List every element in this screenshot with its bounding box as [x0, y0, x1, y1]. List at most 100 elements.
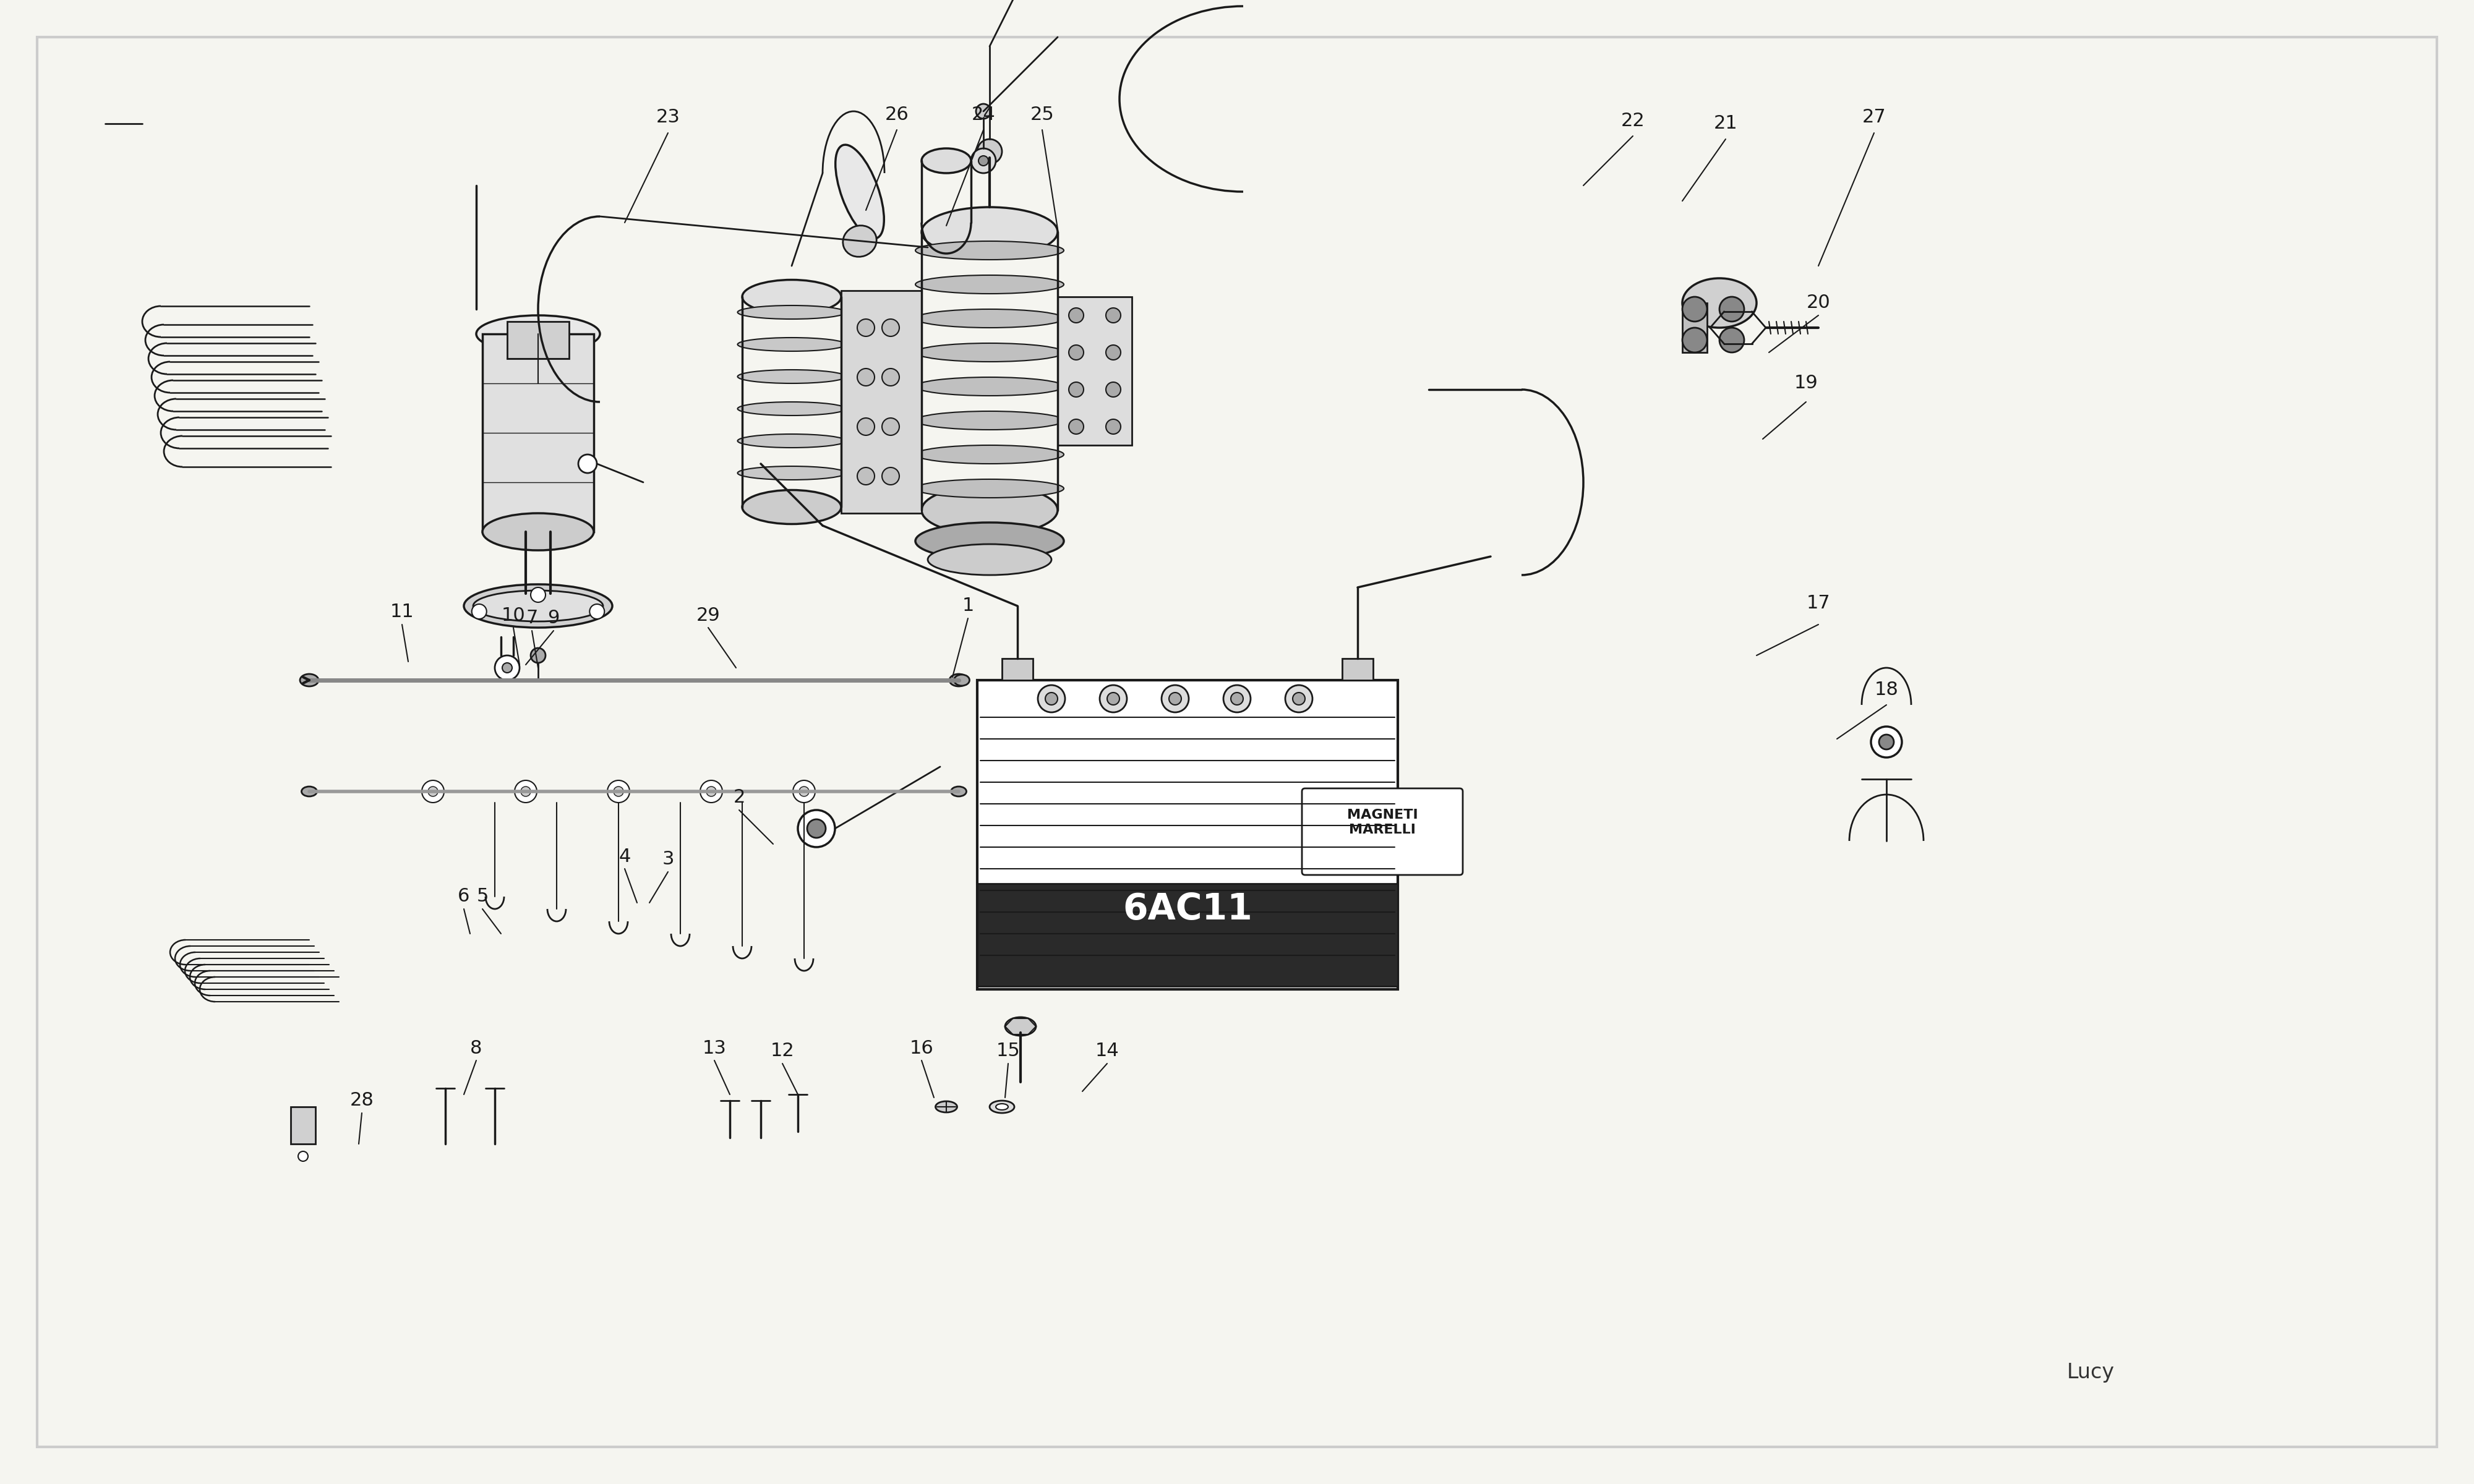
Ellipse shape [990, 1101, 1014, 1113]
Circle shape [807, 819, 826, 838]
Circle shape [515, 781, 537, 803]
Text: 9: 9 [547, 610, 559, 628]
Ellipse shape [737, 306, 846, 319]
Circle shape [473, 604, 487, 619]
Circle shape [579, 454, 596, 473]
Bar [841, 291, 920, 513]
Circle shape [799, 787, 809, 797]
Ellipse shape [299, 674, 319, 686]
Circle shape [1291, 693, 1306, 705]
Circle shape [1870, 727, 1903, 757]
Ellipse shape [1682, 279, 1757, 328]
Circle shape [421, 781, 445, 803]
Ellipse shape [915, 411, 1064, 430]
Circle shape [975, 104, 990, 119]
Circle shape [1106, 344, 1121, 359]
Circle shape [589, 604, 604, 619]
Text: 18: 18 [1875, 681, 1898, 699]
Ellipse shape [482, 513, 594, 551]
Circle shape [708, 787, 717, 797]
Bar [977, 680, 1398, 990]
Ellipse shape [950, 787, 967, 797]
Bar [1002, 659, 1034, 680]
Circle shape [858, 319, 876, 337]
Circle shape [970, 148, 995, 174]
Ellipse shape [928, 545, 1051, 574]
Circle shape [1039, 686, 1064, 712]
Text: 27: 27 [1863, 108, 1885, 126]
Circle shape [858, 467, 876, 485]
Circle shape [1069, 418, 1084, 433]
Ellipse shape [915, 377, 1064, 396]
Ellipse shape [742, 490, 841, 524]
Circle shape [700, 781, 722, 803]
Circle shape [1682, 328, 1707, 352]
Bar [482, 334, 594, 531]
Ellipse shape [737, 433, 846, 448]
Circle shape [1069, 344, 1084, 359]
Bar [1059, 297, 1133, 445]
Circle shape [529, 649, 544, 663]
Text: 6: 6 [458, 887, 470, 905]
Text: MAGNETI
MARELLI: MAGNETI MARELLI [1346, 809, 1418, 835]
Ellipse shape [920, 485, 1059, 534]
Text: 24: 24 [972, 105, 995, 123]
Bar [1341, 659, 1373, 680]
Text: 13: 13 [703, 1039, 727, 1057]
Text: 28: 28 [349, 1092, 374, 1110]
Circle shape [1106, 307, 1121, 322]
Circle shape [881, 319, 901, 337]
Circle shape [1170, 693, 1183, 705]
Ellipse shape [1004, 1017, 1037, 1036]
Text: 8: 8 [470, 1039, 482, 1057]
Ellipse shape [920, 148, 970, 174]
Circle shape [980, 156, 990, 166]
Circle shape [858, 368, 876, 386]
Circle shape [614, 787, 623, 797]
Bar [977, 883, 1398, 987]
Circle shape [520, 787, 529, 797]
Circle shape [1719, 328, 1744, 352]
Circle shape [1163, 686, 1188, 712]
Ellipse shape [915, 309, 1064, 328]
Text: 16: 16 [910, 1039, 933, 1057]
Text: 17: 17 [1806, 594, 1831, 611]
Text: 14: 14 [1096, 1042, 1118, 1060]
Text: 21: 21 [1714, 114, 1737, 132]
Text: 25: 25 [1029, 105, 1054, 123]
Text: 6AC11: 6AC11 [1123, 892, 1252, 926]
Text: 22: 22 [1620, 111, 1645, 129]
Text: 7: 7 [527, 610, 537, 628]
Ellipse shape [475, 315, 599, 352]
Circle shape [977, 139, 1002, 163]
Circle shape [1682, 297, 1707, 322]
Ellipse shape [955, 675, 970, 686]
Ellipse shape [915, 343, 1064, 362]
Ellipse shape [920, 208, 1059, 257]
Text: 1: 1 [962, 597, 975, 614]
Circle shape [1108, 693, 1118, 705]
Text: 23: 23 [656, 108, 680, 126]
Circle shape [1044, 693, 1059, 705]
Ellipse shape [465, 585, 614, 628]
Circle shape [529, 588, 544, 603]
Circle shape [797, 810, 836, 847]
Circle shape [1106, 418, 1121, 433]
Circle shape [495, 656, 520, 680]
FancyBboxPatch shape [1301, 788, 1462, 876]
Ellipse shape [737, 402, 846, 416]
Ellipse shape [915, 479, 1064, 497]
Circle shape [609, 781, 628, 803]
Ellipse shape [915, 240, 1064, 260]
Text: 20: 20 [1806, 294, 1831, 312]
Ellipse shape [473, 591, 604, 622]
Circle shape [1069, 307, 1084, 322]
Circle shape [792, 781, 816, 803]
Text: 4: 4 [618, 847, 631, 865]
Text: 15: 15 [997, 1042, 1019, 1060]
Text: 2: 2 [732, 788, 745, 807]
Circle shape [858, 418, 876, 435]
Circle shape [1232, 693, 1244, 705]
Text: Lucy: Lucy [2066, 1362, 2115, 1383]
Bar [1682, 303, 1707, 352]
